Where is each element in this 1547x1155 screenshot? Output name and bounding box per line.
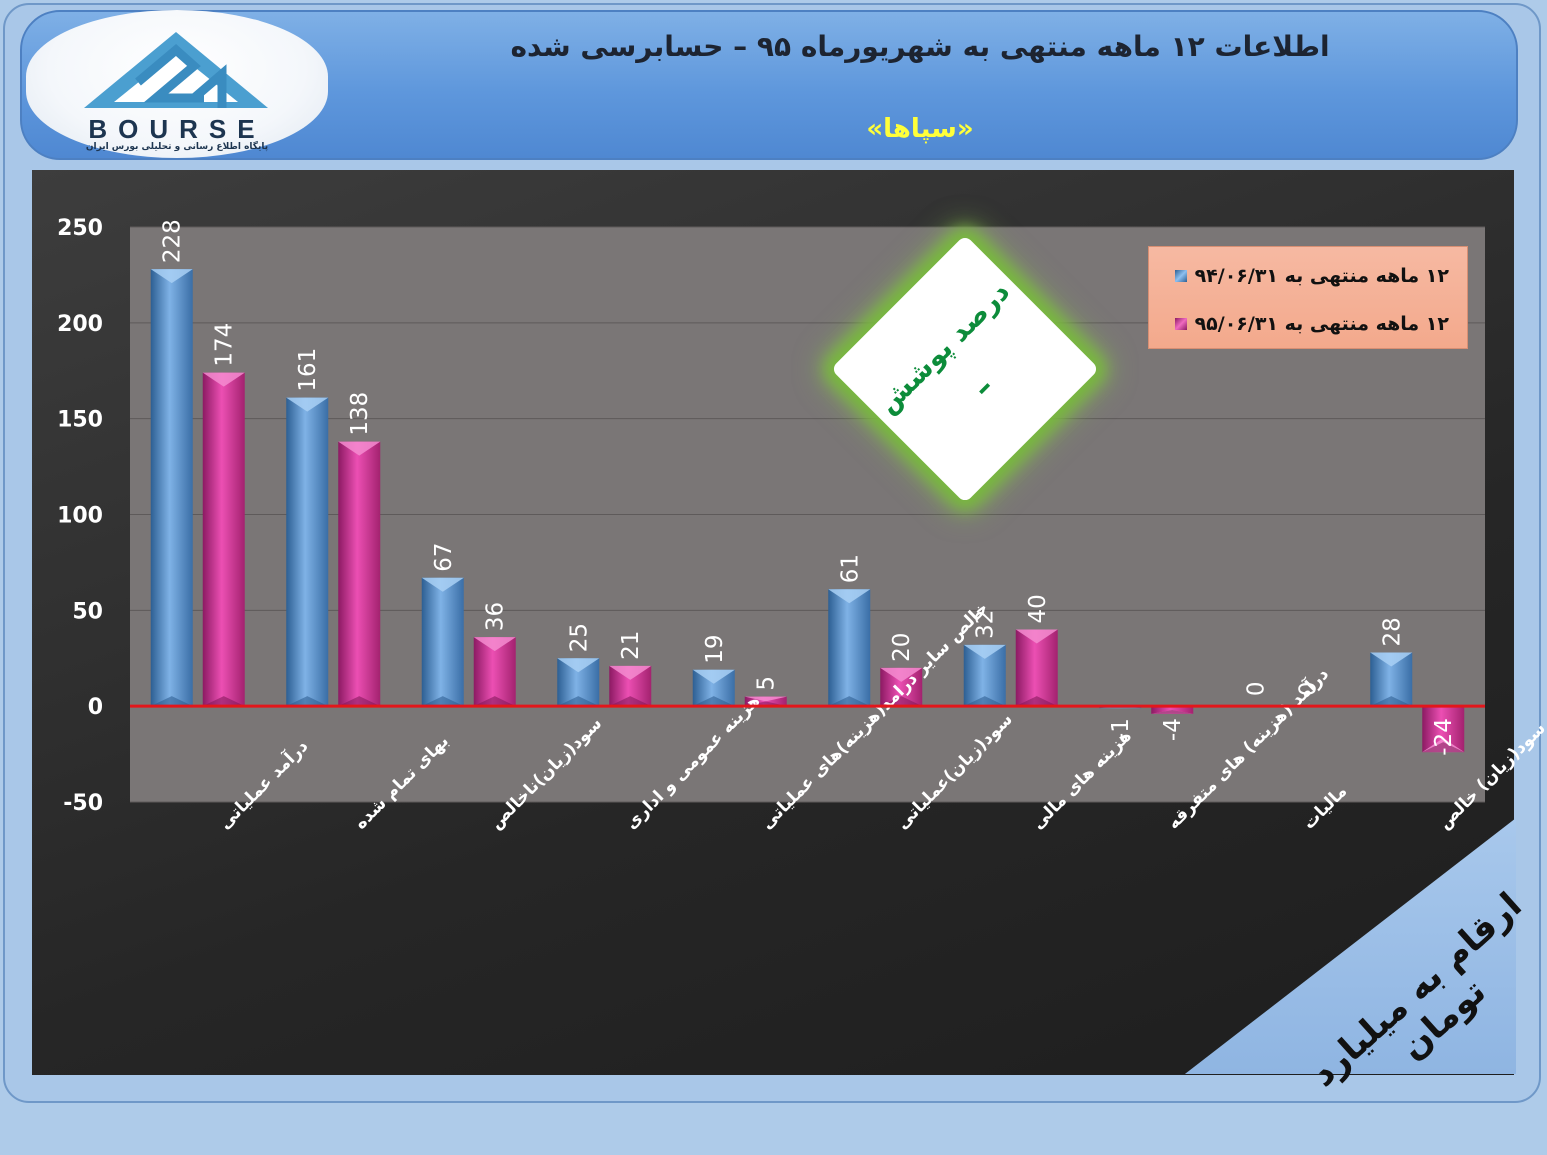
logo-emblem-icon (84, 32, 268, 108)
bar-series2 (609, 665, 652, 707)
legend-label-series1: ۱۲ ماهه منتهی به ۹۴/۰۶/۳۱ (1194, 265, 1449, 287)
company-name: «سپاها» (866, 114, 974, 144)
bar-series1 (1370, 652, 1413, 707)
data-label: 21 (618, 631, 644, 660)
data-label: 32 (973, 610, 999, 639)
bar-series2 (1422, 706, 1465, 753)
page-title: اطلاعات ۱۲ ماهه منتهی به شهریورماه ۹۵ – … (510, 30, 1330, 63)
bar-series1 (286, 397, 329, 707)
data-label: 228 (160, 219, 186, 263)
y-tick-label: 100 (57, 504, 103, 529)
legend-item-series2: ۱۲ ماهه منتهی به ۹۵/۰۶/۳۱ (1174, 309, 1449, 339)
y-tick-label: 150 (57, 408, 103, 433)
bar-series2 (202, 372, 245, 707)
bar-series2 (880, 667, 923, 707)
data-label: 19 (702, 634, 728, 663)
data-label: 0 (1296, 682, 1322, 697)
bar-series1 (421, 577, 464, 707)
logo-wordmark: BOURSE (88, 114, 266, 144)
data-label: 28 (1379, 617, 1405, 646)
chart-legend: ۱۲ ماهه منتهی به ۹۴/۰۶/۳۱ ۱۲ ماهه منتهی … (1148, 246, 1468, 349)
y-tick-label: 250 (57, 216, 103, 241)
bar-series1 (150, 269, 193, 707)
data-label: -24 (1431, 718, 1457, 756)
bar-series2 (1015, 629, 1058, 707)
bar-series2 (473, 637, 516, 707)
data-label: -4 (1160, 718, 1186, 741)
bar-series1 (828, 589, 871, 707)
data-label: 20 (889, 633, 915, 662)
bar-series2 (338, 441, 381, 707)
data-label: 0 (1244, 682, 1270, 697)
logo-tagline: پایگاه اطلاع رسانی و تحلیلی بورس ایران (85, 142, 269, 152)
data-label: -1 (1108, 718, 1134, 741)
legend-swatch-series2 (1174, 318, 1187, 330)
data-label: 61 (837, 554, 863, 583)
legend-item-series1: ۱۲ ماهه منتهی به ۹۴/۰۶/۳۱ (1174, 261, 1449, 291)
data-label: 5 (754, 676, 780, 691)
data-label: 25 (566, 623, 592, 652)
data-label: 161 (295, 348, 321, 392)
y-tick-label: 200 (57, 312, 103, 337)
data-label: 36 (483, 602, 509, 631)
data-label: 67 (431, 542, 457, 571)
y-tick-label: -50 (63, 791, 103, 816)
data-label: 138 (347, 392, 373, 436)
legend-swatch-series1 (1174, 270, 1187, 282)
bar-series2 (1151, 706, 1194, 714)
bar-series1 (692, 669, 735, 707)
bar-series1 (557, 658, 600, 707)
bourse-logo: BOURSE پایگاه اطلاع رسانی و تحلیلی بورس … (26, 10, 328, 158)
data-label: 40 (1025, 594, 1051, 623)
bar-chart: 228 174 161 138 67 36 25 21 19 5 61 20 32 40 -1 -4 0 0 28 -… (57, 216, 1547, 834)
legend-label-series2: ۱۲ ماهه منتهی به ۹۵/۰۶/۳۱ (1194, 313, 1449, 335)
y-tick-label: 50 (72, 599, 103, 624)
data-label: 174 (212, 323, 238, 367)
bar-series1 (963, 644, 1006, 707)
y-tick-label: 0 (88, 695, 103, 720)
